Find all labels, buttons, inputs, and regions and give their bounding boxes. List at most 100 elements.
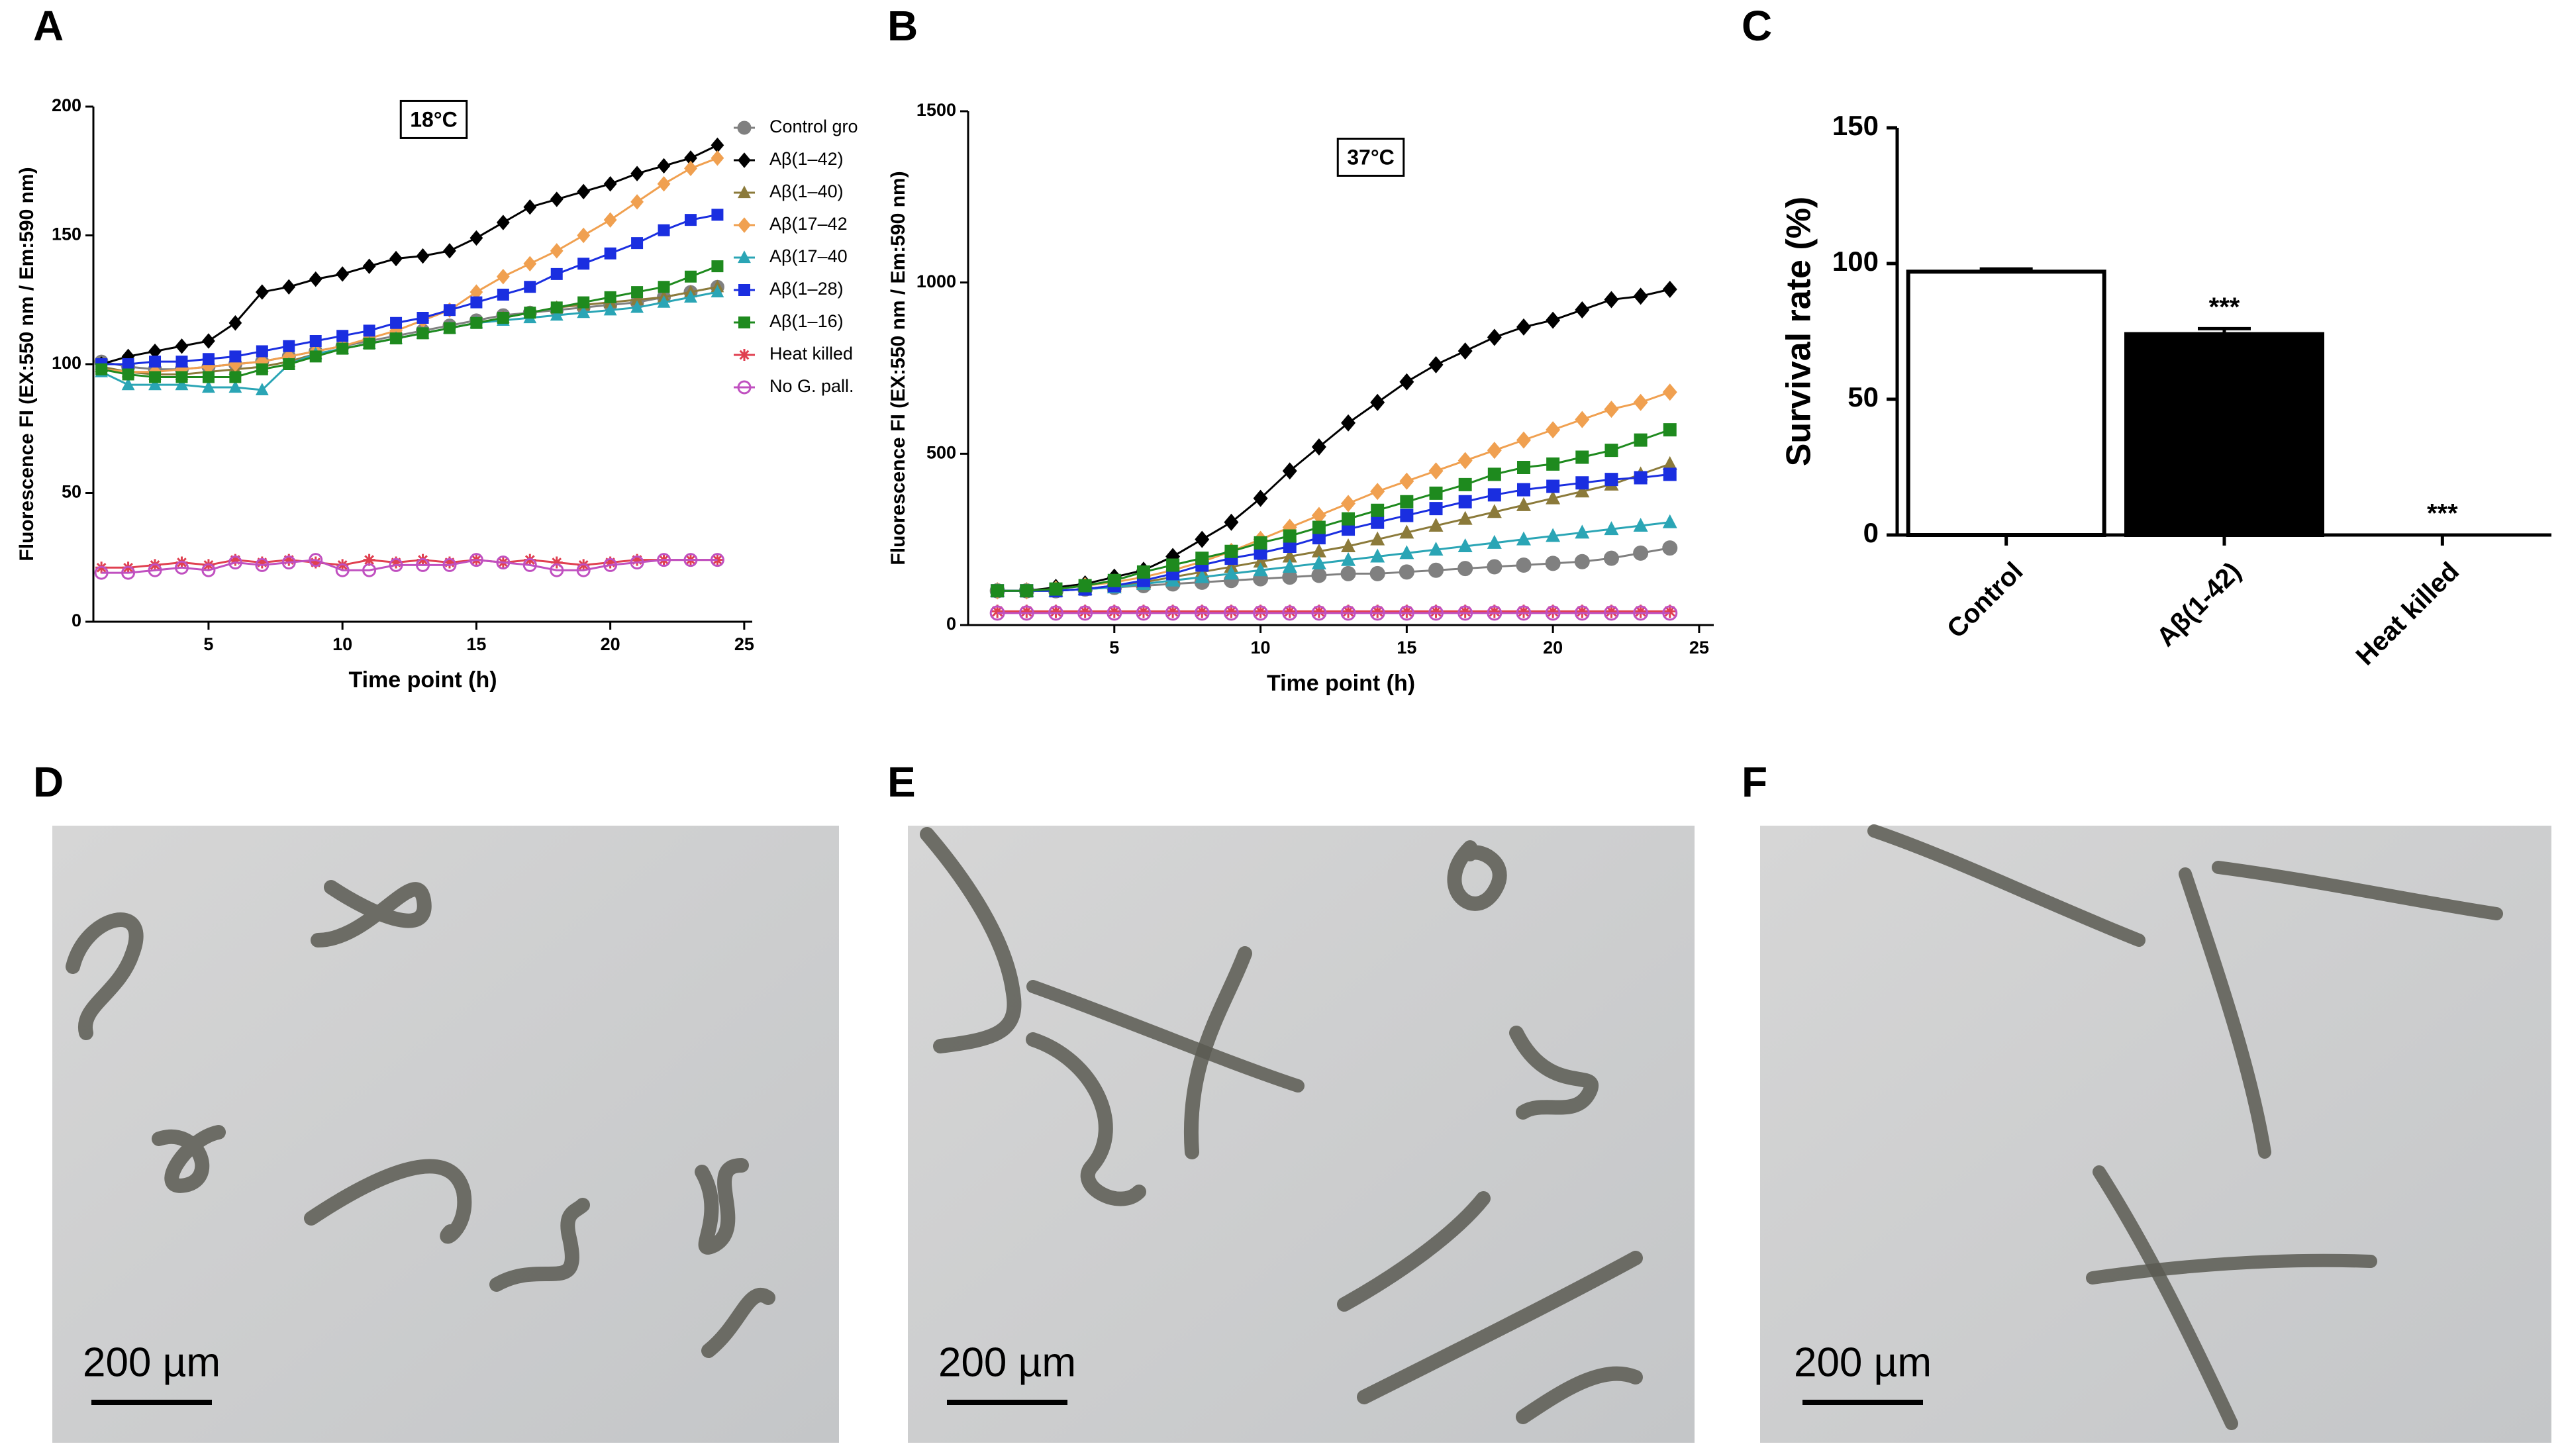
- marker: [657, 295, 671, 308]
- marker: [1516, 431, 1531, 449]
- marker: [309, 553, 323, 567]
- marker: [309, 350, 322, 363]
- x-tick-label: Heat killed: [2351, 557, 2465, 671]
- marker: [604, 291, 616, 303]
- marker: [1370, 531, 1385, 546]
- marker: [1254, 605, 1267, 618]
- marker: [1224, 605, 1238, 618]
- marker: [711, 137, 724, 154]
- marker: [363, 554, 375, 566]
- marker: [1342, 605, 1356, 618]
- marker: [1575, 524, 1590, 539]
- marker: [309, 556, 322, 569]
- y-axis-title: Survival rate (%): [1780, 197, 1818, 467]
- legend-marker: [738, 316, 750, 328]
- series-line: [101, 157, 718, 373]
- marker: [1634, 605, 1648, 618]
- photo-d: 200 µm: [52, 826, 839, 1443]
- worm: [2212, 861, 2503, 920]
- marker: [1312, 531, 1326, 545]
- marker: [603, 303, 617, 316]
- marker: [550, 301, 563, 314]
- marker: [1457, 605, 1473, 621]
- marker: [1634, 433, 1648, 447]
- marker: [389, 250, 403, 267]
- scale-bar-label: 200 µm: [938, 1339, 1076, 1385]
- marker: [1311, 507, 1326, 524]
- marker: [255, 558, 270, 572]
- marker: [1369, 565, 1385, 581]
- marker: [631, 554, 644, 566]
- marker: [631, 237, 644, 250]
- marker: [1253, 562, 1268, 577]
- marker: [1018, 605, 1034, 621]
- marker: [658, 281, 670, 293]
- marker: [202, 371, 215, 383]
- marker: [1457, 452, 1473, 469]
- marker: [1575, 476, 1589, 490]
- panel-label: B: [887, 2, 918, 50]
- worm: [2179, 867, 2271, 1159]
- marker: [496, 215, 510, 230]
- marker: [228, 315, 242, 331]
- marker: [390, 556, 403, 569]
- marker: [1516, 605, 1532, 621]
- marker: [175, 377, 189, 391]
- marker: [175, 371, 188, 383]
- marker: [631, 286, 644, 299]
- marker: [122, 368, 134, 381]
- marker: [1545, 605, 1561, 621]
- marker: [1048, 605, 1063, 621]
- legend-marker: [738, 250, 751, 264]
- marker: [1516, 318, 1531, 336]
- legend-label: Aβ(1–28): [769, 279, 844, 299]
- marker: [1254, 536, 1267, 550]
- annotation: 18°C: [410, 107, 458, 131]
- x-tick-label: 15: [1397, 638, 1416, 657]
- marker: [1487, 488, 1501, 502]
- marker: [1400, 605, 1414, 618]
- marker: [1429, 486, 1443, 500]
- legend-marker: [738, 185, 751, 199]
- marker: [1604, 473, 1618, 487]
- marker: [1371, 503, 1385, 517]
- marker: [1020, 584, 1034, 598]
- marker: [1311, 605, 1327, 621]
- marker: [1546, 490, 1561, 505]
- marker: [1487, 534, 1502, 549]
- marker: [1662, 605, 1678, 621]
- marker: [577, 227, 591, 244]
- marker: [991, 605, 1005, 618]
- marker: [255, 284, 269, 300]
- marker: [1136, 605, 1150, 618]
- marker: [470, 296, 483, 309]
- series-line: [997, 288, 1671, 592]
- marker: [1399, 545, 1414, 559]
- y-tick-label: 0: [946, 614, 956, 634]
- marker: [282, 279, 296, 295]
- marker: [1428, 356, 1444, 373]
- marker: [1546, 605, 1560, 618]
- marker: [1663, 423, 1677, 437]
- marker: [1283, 605, 1297, 618]
- marker: [1662, 456, 1677, 470]
- marker: [1194, 605, 1210, 621]
- marker: [1516, 483, 1530, 497]
- marker: [1195, 530, 1210, 548]
- marker: [550, 267, 563, 280]
- marker: [1342, 522, 1356, 536]
- worm: [304, 1159, 472, 1244]
- worm: [920, 827, 1022, 1053]
- marker: [1370, 548, 1385, 563]
- marker: [1370, 393, 1385, 411]
- marker: [497, 311, 509, 324]
- marker: [711, 285, 724, 298]
- marker: [989, 605, 1005, 621]
- marker: [283, 358, 295, 370]
- marker: [577, 305, 591, 318]
- marker: [711, 260, 724, 273]
- marker: [1399, 472, 1414, 490]
- y-tick-label: 0: [72, 610, 81, 630]
- x-tick-label: 10: [1251, 638, 1271, 657]
- marker: [1457, 510, 1473, 525]
